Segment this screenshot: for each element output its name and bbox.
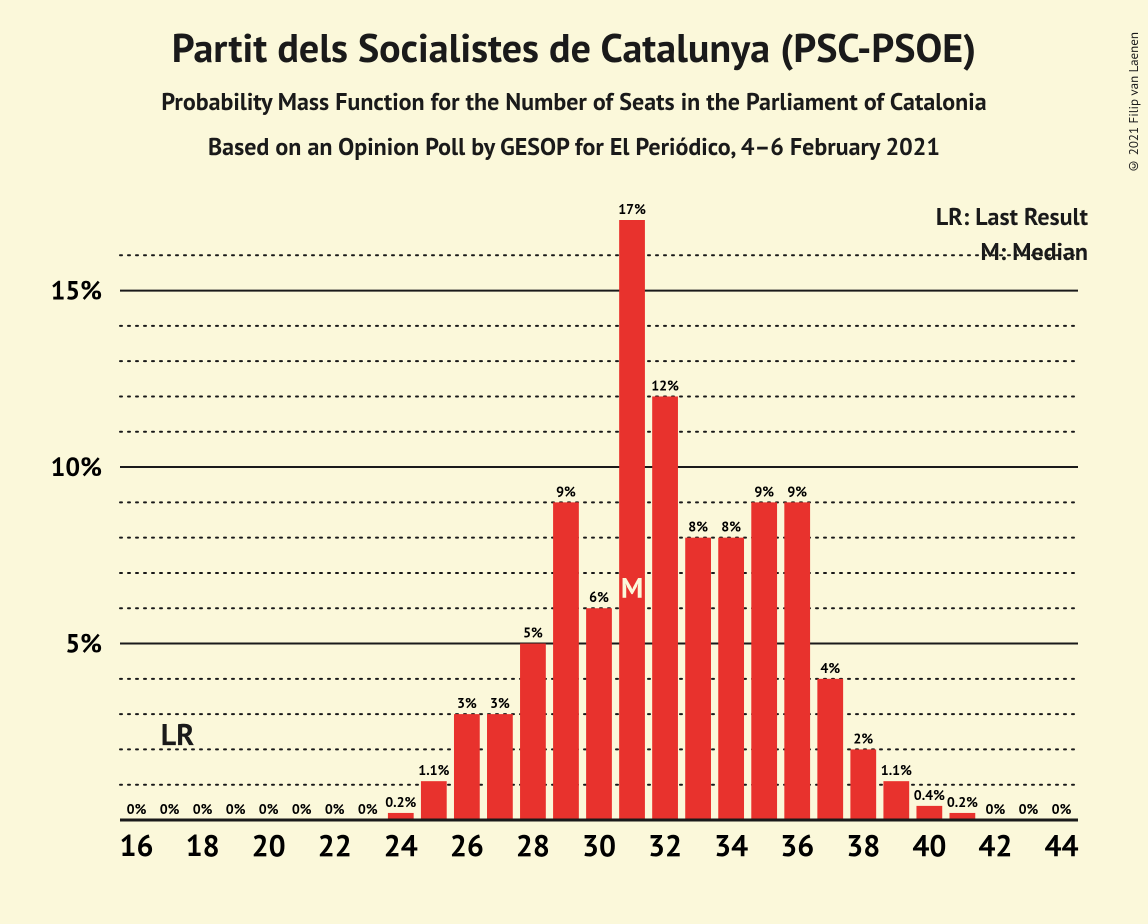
bar-label-seat-20: 0% [259, 800, 279, 818]
chart-title: Partit dels Socialistes de Catalunya (PS… [0, 22, 1148, 74]
bar-label-seat-34: 8% [721, 518, 741, 536]
bar-label-seat-17: 0% [160, 800, 180, 818]
bar-label-seat-41: 0.2% [947, 793, 978, 811]
bar-label-seat-28: 5% [523, 624, 543, 642]
bar-label-seat-32: 12% [651, 376, 679, 394]
bar-label-seat-22: 0% [325, 800, 345, 818]
svg-text:15%: 15% [51, 275, 102, 308]
bar-label-seat-36: 9% [787, 482, 807, 500]
bar-seat-29 [553, 502, 579, 820]
bar-label-seat-39: 1.1% [881, 761, 912, 779]
chart-subtitle: Probability Mass Function for the Number… [0, 86, 1148, 117]
bar-label-seat-23: 0% [358, 800, 378, 818]
bar-seat-33 [685, 538, 711, 820]
bar-label-seat-16: 0% [127, 800, 147, 818]
bar-label-seat-42: 0% [986, 800, 1006, 818]
bar-seat-38 [850, 749, 876, 820]
bar-label-seat-43: 0% [1019, 800, 1039, 818]
x-tick-26: 26 [450, 826, 484, 865]
bar-label-seat-33: 8% [688, 518, 708, 536]
bar-label-seat-38: 2% [853, 729, 873, 747]
svg-text:LR: LR [161, 715, 194, 754]
bar-label-seat-44: 0% [1052, 800, 1072, 818]
chart-subtitle2: Based on an Opinion Poll by GESOP for El… [0, 131, 1148, 162]
x-tick-40: 40 [912, 826, 946, 865]
pmf-bar-chart: 5%10%15%LR0%0%0%0%0%0%0%0%0.2%1.1%3%3%5%… [110, 200, 1088, 860]
bar-label-seat-27: 3% [490, 694, 510, 712]
x-tick-28: 28 [516, 826, 550, 865]
bar-seat-39 [883, 781, 909, 820]
bar-seat-40 [916, 806, 942, 820]
bar-seat-32 [652, 396, 678, 820]
bar-seat-37 [817, 679, 843, 820]
x-tick-20: 20 [252, 826, 286, 865]
bar-seat-31 [619, 220, 645, 820]
bar-seat-34 [718, 538, 744, 820]
x-tick-22: 22 [318, 826, 352, 865]
x-tick-34: 34 [714, 826, 748, 865]
x-tick-36: 36 [780, 826, 814, 865]
x-tick-42: 42 [978, 826, 1012, 865]
bar-label-seat-30: 6% [589, 588, 609, 606]
x-tick-38: 38 [846, 826, 880, 865]
bar-label-seat-21: 0% [292, 800, 312, 818]
bar-label-seat-37: 4% [820, 659, 840, 677]
bar-label-seat-19: 0% [226, 800, 246, 818]
bar-label-seat-24: 0.2% [385, 793, 416, 811]
bar-label-seat-40: 0.4% [914, 786, 945, 804]
x-tick-32: 32 [648, 826, 682, 865]
copyright-text: © 2021 Filip van Laenen [1125, 32, 1142, 176]
median-marker: M [621, 569, 643, 606]
bar-seat-27 [487, 714, 513, 820]
bar-seat-28 [520, 644, 546, 820]
x-tick-30: 30 [582, 826, 616, 865]
bar-label-seat-31: 17% [618, 200, 646, 218]
bar-seat-36 [784, 502, 810, 820]
x-tick-24: 24 [384, 826, 418, 865]
bar-seat-30 [586, 608, 612, 820]
bar-label-seat-18: 0% [193, 800, 213, 818]
x-tick-16: 16 [120, 826, 154, 865]
bar-seat-26 [454, 714, 480, 820]
bar-seat-25 [421, 781, 447, 820]
svg-text:5%: 5% [65, 628, 102, 661]
x-tick-44: 44 [1044, 826, 1078, 865]
bar-seat-35 [751, 502, 777, 820]
bar-label-seat-26: 3% [457, 694, 477, 712]
x-tick-18: 18 [186, 826, 220, 865]
bar-label-seat-25: 1.1% [418, 761, 449, 779]
svg-text:10%: 10% [51, 451, 102, 484]
bar-label-seat-29: 9% [556, 482, 576, 500]
bar-label-seat-35: 9% [754, 482, 774, 500]
